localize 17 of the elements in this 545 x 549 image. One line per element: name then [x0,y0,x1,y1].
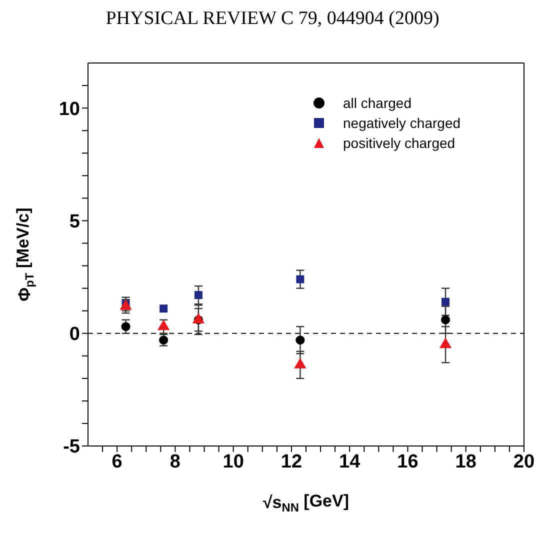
chart-title: PHYSICAL REVIEW C 79, 044904 (2009) [104,8,440,31]
x-tick-label: 16 [397,451,418,472]
x-tick-label: 14 [339,451,361,472]
x-tick-label: 12 [280,451,302,472]
legend-label: negatively charged [343,114,461,133]
y-tick-label: -5 [63,436,80,458]
y-tick-label: 5 [69,211,80,232]
x-tick-label: 8 [170,451,180,472]
x-tick-label: 6 [112,451,122,472]
x-tick-label: 10 [222,451,244,472]
y-tick-label: 0 [69,324,80,346]
y-tick-label: 10 [58,98,80,120]
legend-label: positively charged [343,134,456,153]
x-axis-title: √s$_{NN}$ [GeV] [262,491,350,515]
x-tick-label: 20 [513,451,535,472]
legend-label: all charged [343,94,412,113]
x-tick-label: 18 [455,451,476,472]
